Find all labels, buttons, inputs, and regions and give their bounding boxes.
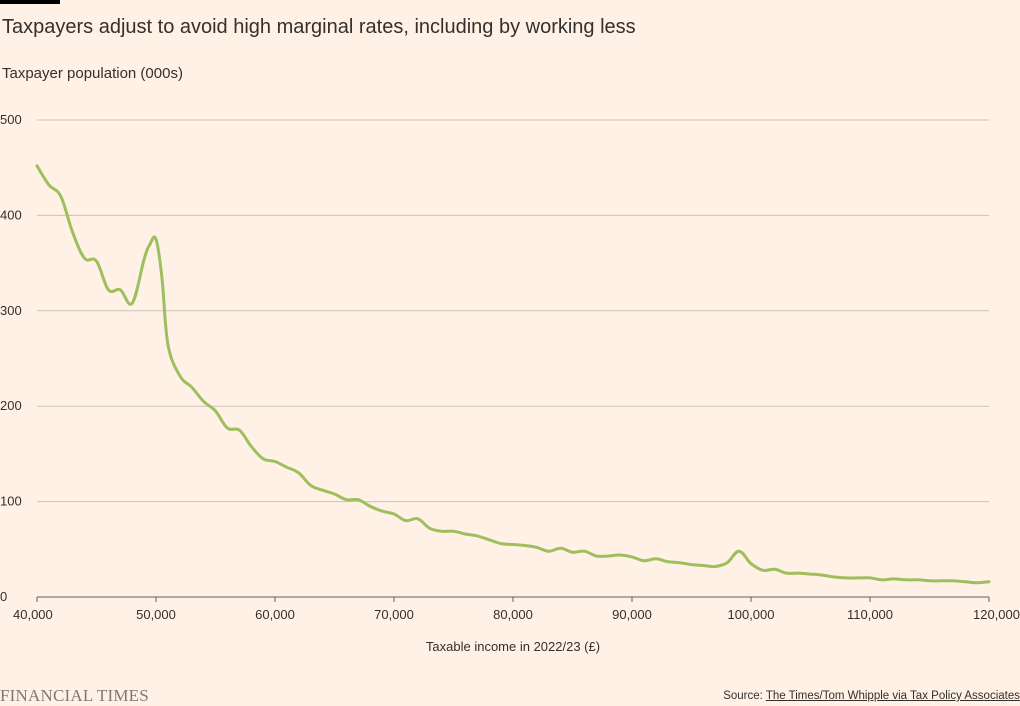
x-tick-label: 40,000 [13, 607, 53, 622]
x-tick-label: 120,000 [973, 607, 1020, 622]
gridlines [37, 119, 989, 503]
chart-subtitle: Taxpayer population (000s) [2, 65, 183, 82]
x-tick-label: 70,000 [374, 607, 414, 622]
x-axis-label: Taxable income in 2022/23 (£) [425, 639, 601, 654]
ft-logo: FINANCIAL TIMES [0, 686, 149, 705]
axes: 0 100 200 300 400 500 40,000 50,000 60,000 70,000… [0, 112, 1020, 622]
y-tick-label: 400 [0, 207, 22, 222]
y-tick-label: 0 [0, 589, 7, 604]
source-credit: Source: The Times/Tom Whipple via Tax Po… [723, 690, 1020, 702]
y-tick-label: 300 [0, 303, 22, 318]
series-layer [35, 164, 991, 585]
y-tick-label: 500 [0, 112, 22, 127]
ft-top-bar [0, 0, 60, 4]
source-prefix: Source: [723, 690, 766, 702]
y-tick-label: 100 [0, 494, 22, 509]
x-tick-label: 60,000 [255, 607, 295, 622]
chart-title: Taxpayers adjust to avoid high marginal … [2, 16, 636, 38]
line-chart: 0 100 200 300 400 500 40,000 50,000 60,000 70,000… [0, 112, 1020, 622]
x-tick-label: 100,000 [728, 607, 775, 622]
x-tick-label: 50,000 [136, 607, 176, 622]
series-line [35, 164, 991, 585]
source-link[interactable]: The Times/Tom Whipple via Tax Policy Ass… [765, 690, 1020, 702]
x-tick-label: 80,000 [493, 607, 533, 622]
x-tick-label: 110,000 [847, 607, 893, 622]
y-tick-label: 200 [0, 398, 22, 413]
x-tick-label: 90,000 [612, 607, 652, 622]
